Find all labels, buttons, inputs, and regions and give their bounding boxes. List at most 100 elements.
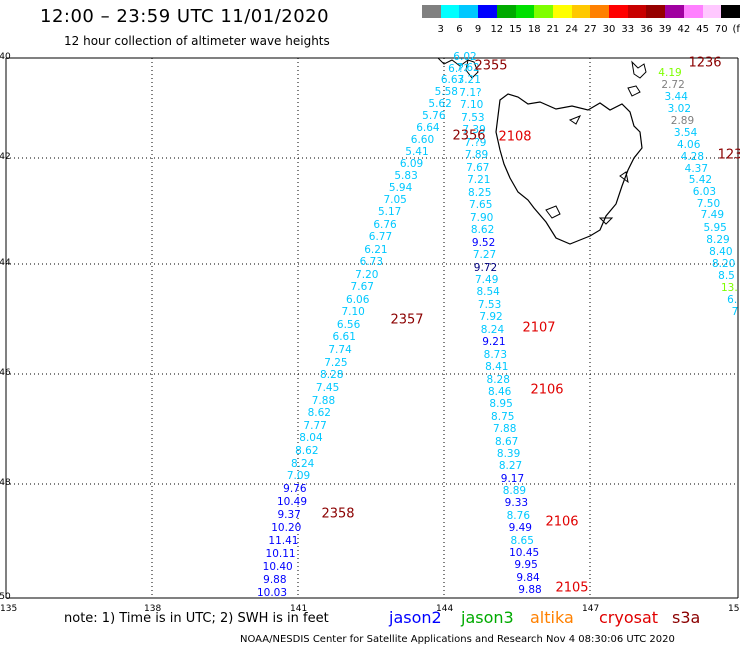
wave-height-value: 8.67 — [494, 435, 519, 448]
latitude-tick-label: -48 — [0, 478, 11, 488]
pass-time-label: 2355 — [474, 58, 508, 74]
wave-height-value: 6.03 — [692, 185, 717, 198]
wave-height-value: 8.28 — [320, 369, 344, 382]
wave-height-value: 6.76 — [373, 218, 397, 231]
wave-height-value: 7.62 — [456, 62, 480, 74]
scale-swatch — [496, 5, 517, 18]
wave-height-value: 7.77 — [303, 419, 327, 432]
pass-time-label: 2108 — [498, 129, 532, 145]
wave-height-value: 8.20 — [711, 257, 736, 270]
footer-note: note: 1) Time is in UTC; 2) SWH is in fe… — [64, 611, 329, 626]
wave-height-value: 8.27 — [498, 460, 523, 473]
satellite-name-jason2: jason2 — [389, 608, 442, 627]
wave-height-value: 7.21 — [467, 174, 491, 187]
wave-height-value: 5.41 — [405, 145, 429, 158]
wave-height-value: 5.83 — [394, 170, 418, 183]
scale-tick-label: 9 — [474, 24, 482, 35]
scale-swatch — [721, 5, 740, 18]
wave-height-value: 8.41 — [485, 361, 509, 374]
satellite-name-altika: altika — [530, 608, 574, 627]
wave-height-value: 8.5 — [718, 269, 735, 282]
tasmania-inlet — [598, 217, 614, 225]
satellite-name-cryosat: cryosat — [599, 608, 659, 627]
wave-height-value: 3.44 — [664, 90, 688, 103]
wave-height-value: 6.64 — [416, 121, 440, 134]
wave-height-value: 2.72 — [661, 78, 685, 91]
wave-height-value: 7.1? — [459, 86, 482, 99]
scale-swatch — [665, 5, 685, 18]
wave-height-value: 7.50 — [696, 197, 721, 210]
wave-height-value: 6.21 — [364, 243, 388, 256]
wave-height-value: 7.67 — [350, 281, 374, 294]
longitude-tick-label: 141 — [290, 604, 308, 614]
wave-height-value: 7.09 — [286, 470, 311, 483]
wave-height-value: 4.37 — [684, 162, 709, 175]
wave-height-value: 8.40 — [709, 245, 733, 258]
longitude-tick-label: 144 — [436, 604, 454, 614]
wave-height-value: 8.46 — [487, 385, 512, 398]
wave-height-value: 7.10 — [459, 99, 484, 112]
pass-time-label: 2107 — [522, 320, 556, 336]
wave-height-value: 5.17 — [377, 206, 402, 219]
wave-height-value: 6.02 — [453, 51, 477, 63]
wave-height-value: 8.62 — [470, 224, 495, 237]
wave-height-value: 8.62 — [295, 445, 319, 458]
wave-height-value: 5.95 — [703, 221, 727, 234]
pass-time-label: 2106 — [545, 514, 579, 530]
longitude-tick-label: 150 — [728, 604, 740, 614]
pass-time-label: 2356 — [452, 128, 486, 144]
scale-swatch — [478, 5, 498, 18]
wave-height-value: 11.41 — [268, 535, 299, 548]
satellite-name-s3a: s3a — [672, 608, 701, 627]
latitude-tick-label: -46 — [0, 368, 11, 378]
wave-height-value: 9.88 — [518, 584, 542, 596]
wave-height-value: 5.94 — [388, 182, 413, 195]
wave-height-value: 3.02 — [667, 102, 692, 115]
wave-height-value: 7.39 — [462, 124, 486, 137]
wave-height-value: 8.25 — [468, 186, 492, 199]
wave-height-value: 8.89 — [502, 485, 527, 498]
wave-height-value: 9.52 — [471, 236, 496, 249]
tasmania-inlet — [545, 205, 561, 219]
scale-tick-label: 45 — [696, 24, 709, 35]
scale-tick-label: 30 — [602, 24, 616, 35]
tasmania-coastline — [495, 93, 643, 245]
wave-height-value: 10.03 — [256, 587, 288, 599]
scale-swatch — [422, 5, 442, 18]
wave-height-value: 7.20 — [355, 268, 379, 281]
wave-height-value: 7.49 — [474, 274, 499, 287]
wave-height-value: 9.76 — [283, 483, 307, 496]
scale-swatch — [571, 5, 591, 18]
scale-tick-label: 21 — [546, 24, 560, 35]
scale-tick-label: 39 — [658, 24, 672, 35]
scale-tick-label: 6 — [456, 24, 463, 35]
pass-time-label: 1236 — [688, 55, 722, 71]
wave-height-value: 6.06 — [346, 293, 370, 306]
wave-height-value: 6.09 — [399, 157, 424, 170]
wave-height-value: 9.95 — [514, 559, 538, 572]
scale-tick-label: 12 — [490, 24, 504, 35]
wave-height-value: 6.61 — [332, 331, 356, 344]
flinders-island — [631, 60, 647, 79]
wave-height-value: 9.37 — [277, 509, 301, 522]
wave-height-value: 7.74 — [328, 344, 352, 357]
wave-height-value: 10.11 — [265, 548, 296, 561]
wave-height-value: 6.60 — [410, 133, 435, 146]
scale-swatch — [459, 5, 479, 18]
wave-height-value: 8.04 — [299, 432, 323, 445]
wave-height-value: 5.76 — [422, 109, 446, 122]
scale-tick-label: 3 — [437, 24, 444, 35]
king-island — [465, 59, 479, 79]
wave-height-value: 4.28 — [680, 150, 705, 163]
wave-height-value: 9.72 — [473, 261, 498, 274]
pass-time-label: 2357 — [390, 312, 424, 328]
wave-height-value: 4.19 — [658, 67, 682, 79]
wave-height-value: 8.75 — [491, 410, 515, 423]
scale-tick-label: 70 — [714, 24, 728, 35]
scale-swatch — [590, 5, 610, 18]
wave-height-value: 5.58 — [434, 86, 458, 99]
scale-swatch — [702, 5, 722, 18]
pass-time-label: 123 — [717, 147, 740, 163]
wave-height-value: 7.67 — [466, 161, 490, 174]
